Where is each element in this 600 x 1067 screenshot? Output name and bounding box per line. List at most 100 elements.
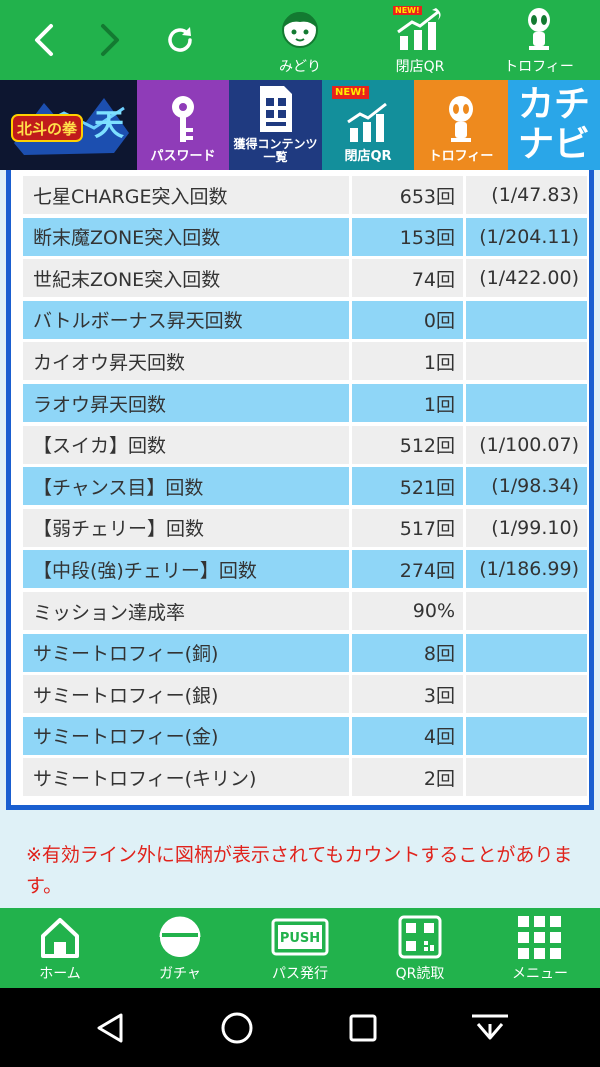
stat-label: ミッション達成率 (23, 592, 349, 630)
stat-value: 1回 (352, 384, 463, 422)
rising-chart-icon (397, 8, 441, 50)
tab-pass[interactable]: PUSH パス発行 (240, 908, 360, 988)
stat-label: バトルボーナス昇天回数 (23, 300, 349, 339)
hokuto-logo[interactable]: 北斗の拳 天 (0, 80, 137, 170)
stat-value: 4回 (352, 716, 463, 755)
system-hide-keyboard-button[interactable] (468, 1006, 512, 1050)
tab-gacha[interactable]: ガチャ (120, 908, 240, 988)
triangle-back-icon (97, 1013, 123, 1043)
stat-rate: (1/47.83) (466, 176, 587, 214)
stat-label: 【中段(強)チェリー】回数 (23, 550, 349, 589)
stat-rate: (1/204.11) (466, 217, 587, 256)
stat-label: サミートロフィー(キリン) (23, 758, 349, 797)
stat-value: 1回 (352, 342, 463, 381)
stat-value: 653回 (352, 176, 463, 214)
kachinavi-logo: カチナビ (517, 84, 590, 165)
table-row: 【弱チェリー】回数 517回 (1/99.10) (23, 508, 587, 547)
stat-label: サミートロフィー(銅) (23, 633, 349, 672)
system-recents-button[interactable] (341, 1006, 385, 1050)
bottom-tab-bar: ホーム ガチャ PUSH パス発行 QR読取 (0, 908, 600, 988)
forward-button[interactable] (88, 18, 132, 62)
notice-text: ※有効ライン外に図柄が表示されてもカウントすることがあります。 (26, 844, 573, 897)
stat-value: 8回 (352, 633, 463, 672)
stat-rate (466, 633, 587, 672)
banner-bar: 北斗の拳 天 パスワード 獲得コンテンツ 一覧 NEW! 閉店QR (0, 80, 600, 170)
trophy-button[interactable]: トロフィー (494, 6, 584, 76)
stat-rate (466, 592, 587, 630)
password-tile[interactable]: パスワード (137, 80, 229, 170)
table-row: サミートロフィー(銀) 3回 (23, 675, 587, 714)
midori-button[interactable]: みどり (255, 6, 345, 76)
stat-label: 七星CHARGE突入回数 (23, 176, 349, 214)
hokuto-logo-text: 北斗の拳 (16, 120, 77, 138)
table-row: 七星CHARGE突入回数 653回 (1/47.83) (23, 176, 587, 214)
midori-label: みどり (279, 59, 321, 75)
stat-value: 512回 (352, 425, 463, 464)
svg-text:天: 天 (94, 108, 124, 143)
tab-pass-label: パス発行 (272, 966, 328, 982)
tab-menu[interactable]: メニュー (480, 908, 600, 988)
stat-label: サミートロフィー(銀) (23, 675, 349, 714)
tab-home-label: ホーム (39, 966, 81, 982)
document-grid-icon (259, 85, 292, 132)
chevron-left-icon (35, 24, 53, 56)
system-back-button[interactable] (88, 1006, 132, 1050)
tab-home[interactable]: ホーム (0, 908, 120, 988)
stat-label: ラオウ昇天回数 (23, 384, 349, 422)
push-pass-icon: PUSH (271, 918, 329, 956)
chevron-right-icon (101, 24, 119, 56)
back-button[interactable] (22, 18, 66, 62)
closing-qr-tile-label: 閉店QR (344, 148, 392, 164)
stat-value: 274回 (352, 550, 463, 589)
closing-qr-tile[interactable]: NEW! 閉店QR (322, 80, 414, 170)
closing-qr-button[interactable]: NEW! 閉店QR (375, 6, 465, 76)
table-row: サミートロフィー(キリン) 2回 (23, 758, 587, 797)
trophy-label: トロフィー (504, 59, 574, 75)
top-toolbar: みどり NEW! 閉店QR トロフィー (0, 0, 600, 80)
tab-gacha-label: ガチャ (159, 966, 201, 982)
table-row: ラオウ昇天回数 1回 (23, 384, 587, 422)
reload-icon (168, 27, 192, 52)
table-row: カイオウ昇天回数 1回 (23, 342, 587, 381)
stat-rate (466, 384, 587, 422)
stat-value: 0回 (352, 300, 463, 339)
stat-rate (466, 675, 587, 714)
table-row: サミートロフィー(金) 4回 (23, 716, 587, 755)
square-recents-icon (349, 1014, 377, 1042)
girl-face-icon (282, 12, 318, 48)
trophy-tile-label: トロフィー (428, 148, 494, 164)
stat-value: 90% (352, 592, 463, 630)
stat-label: 【チャンス目】回数 (23, 467, 349, 506)
push-icon-text: PUSH (280, 931, 320, 946)
stat-rate: (1/422.00) (466, 259, 587, 298)
kachinavi-tile[interactable]: カチナビ (508, 80, 600, 170)
table-row: 【スイカ】回数 512回 (1/100.07) (23, 425, 587, 464)
reload-button[interactable] (158, 18, 202, 62)
stat-value: 3回 (352, 675, 463, 714)
table-row: 世紀末ZONE突入回数 74回 (1/422.00) (23, 259, 587, 298)
stat-rate (466, 716, 587, 755)
stat-label: カイオウ昇天回数 (23, 342, 349, 381)
closing-qr-label: 閉店QR (395, 59, 445, 75)
stat-rate: (1/100.07) (466, 425, 587, 464)
rising-chart-tile-icon (347, 102, 387, 142)
qr-code-icon (398, 915, 442, 959)
tab-qr[interactable]: QR読取 (360, 908, 480, 988)
contents-tile[interactable]: 獲得コンテンツ 一覧 (229, 80, 322, 170)
system-home-button[interactable] (215, 1006, 259, 1050)
stat-label: 【スイカ】回数 (23, 425, 349, 464)
grid-menu-icon (518, 916, 561, 959)
stat-rate (466, 342, 587, 381)
hokuto-logo-image: 北斗の拳 天 (3, 83, 134, 163)
contents-label-1: 獲得コンテンツ (233, 136, 318, 151)
tab-qr-label: QR読取 (395, 966, 445, 982)
contents-label-2: 一覧 (263, 149, 288, 164)
trophy-tile[interactable]: トロフィー (414, 80, 508, 170)
stat-value: 74回 (352, 259, 463, 298)
password-label: パスワード (150, 148, 216, 164)
table-row: サミートロフィー(銅) 8回 (23, 633, 587, 672)
stat-value: 521回 (352, 467, 463, 506)
new-badge: NEW! (393, 6, 422, 15)
table-row: 【中段(強)チェリー】回数 274回 (1/186.99) (23, 550, 587, 589)
stat-rate: (1/99.10) (466, 508, 587, 547)
